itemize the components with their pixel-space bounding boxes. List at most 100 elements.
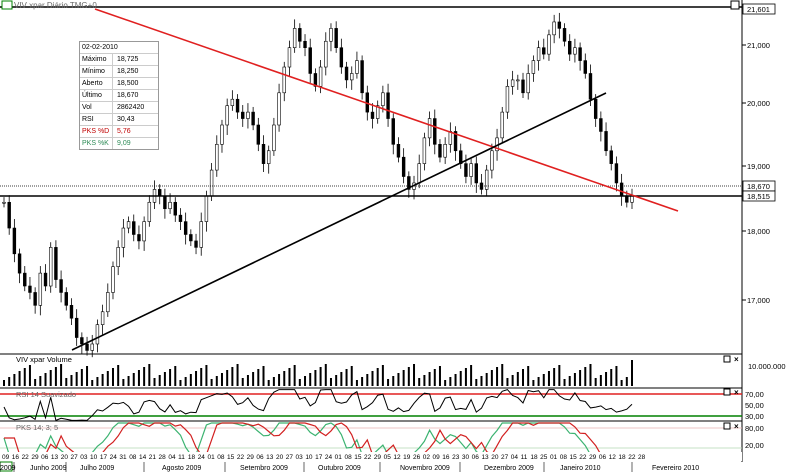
candle-down [433,118,437,145]
candle-up [287,47,292,68]
day-label: 22 [628,454,636,461]
day-label: 28 [159,454,167,461]
day-label: 13 [266,454,274,461]
info-row: Último 18,670 [80,90,158,102]
price-panel[interactable] [0,0,743,472]
rsi-close-icon[interactable]: × [734,388,739,397]
info-label: PKS %K [82,140,109,147]
day-label: 24 [198,454,206,461]
info-row: PKS %D 5,76 [80,126,158,138]
candle-up [266,150,271,164]
month-label[interactable]: Outubro 2009 [318,465,361,472]
price-axis-label: 21,000 [747,41,770,50]
month-label[interactable]: Setembro 2009 [240,465,288,472]
rsi-panel[interactable]: RSI 14 Suavizado × 70,00 50,00 30,00 [0,388,764,422]
volume-bar [293,365,296,386]
volume-bar [335,375,338,386]
candle-up [282,66,286,94]
month-label[interactable]: 2009 [0,465,16,472]
month-label[interactable]: Julho 2009 [80,465,114,472]
volume-bar [54,367,57,386]
candle-down [339,47,344,68]
pks-axis-80: 80,00 [745,424,764,433]
volume-close-icon[interactable]: × [734,355,739,364]
price-axis-label: 19,000 [747,162,770,171]
volume-bar [511,375,514,386]
candle-up [500,111,504,139]
day-label: 08 [217,454,225,461]
day-label: 30 [462,454,470,461]
candle-down [163,195,167,210]
red-trendline[interactable] [94,8,679,212]
volume-bar [444,380,447,386]
black-trendline[interactable] [71,92,607,351]
pks-close-icon[interactable]: × [734,422,739,431]
volume-bar [304,376,307,386]
day-label: 04 [511,454,519,461]
volume-bar [345,369,348,386]
candle-down [183,221,188,235]
volume-bar [28,365,31,386]
day-label: 23 [452,454,460,461]
volume-bar [86,366,89,386]
volume-bar [252,372,255,386]
volume-bar [563,379,566,386]
volume-bar [18,371,21,386]
volume-bar [506,378,509,386]
month-label[interactable]: Dezembro 2009 [484,465,534,472]
volume-bar [8,377,11,386]
volume-bar [340,372,343,386]
info-row: RSI 30,43 [80,114,158,126]
day-label: 17 [315,454,323,461]
day-label: 09 [2,454,10,461]
info-row: PKS %K 9,09 [80,138,158,149]
candle-up [116,247,120,267]
rsi-axis-50: 50,00 [745,401,764,410]
info-label: RSI [82,116,94,123]
candle-down [241,111,245,119]
day-label: 20 [491,454,499,461]
price-axis-label: 21,601 [747,5,770,14]
info-row: Aberto 18,500 [80,78,158,90]
day-label: 26 [413,454,421,461]
volume-bar [163,372,166,386]
month-label[interactable]: Junho 2009 [30,465,67,472]
candle-down [256,124,261,145]
volume-bar [257,369,260,386]
day-label: 29 [247,454,255,461]
volume-bar [501,364,504,386]
month-label[interactable]: Novembro 2009 [400,465,450,472]
volume-bar [314,370,317,386]
time-axis[interactable]: 09 16 22 29 06 13 20 27 03 10 17 24 31 08 14 21 28 04 11 18… [0,452,800,472]
volume-bar [220,373,223,386]
candle-up [350,73,354,81]
month-label[interactable]: Agosto 2009 [162,465,201,472]
volume-bar [516,372,519,386]
candle-up [142,221,146,242]
volume-panel[interactable]: VIV xpar Volume 10.000.000 × [0,353,786,389]
month-label[interactable]: Fevereiro 2010 [652,465,699,472]
candle-down [464,163,468,177]
volume-bar [70,375,73,386]
volume-bar [464,368,467,386]
volume-bar [599,375,602,386]
candle-down [178,214,183,222]
volume-bar [39,376,42,386]
candle-up [375,105,380,119]
volume-bar [475,379,478,386]
pks-maximize-icon[interactable] [723,422,731,430]
volume-bar [558,365,561,386]
volume-maximize-icon[interactable] [723,355,731,363]
volume-bar [350,366,353,386]
day-label: 22 [237,454,245,461]
candle-down [261,144,266,164]
volume-bar [174,366,177,386]
candle-up [505,86,510,113]
rsi-maximize-icon[interactable] [723,388,731,396]
month-label[interactable]: Janeiro 2010 [560,465,601,472]
candle-up [490,150,494,171]
candle-up [510,79,515,87]
info-value: 18,725 [112,54,138,65]
day-label: 20 [61,454,69,461]
